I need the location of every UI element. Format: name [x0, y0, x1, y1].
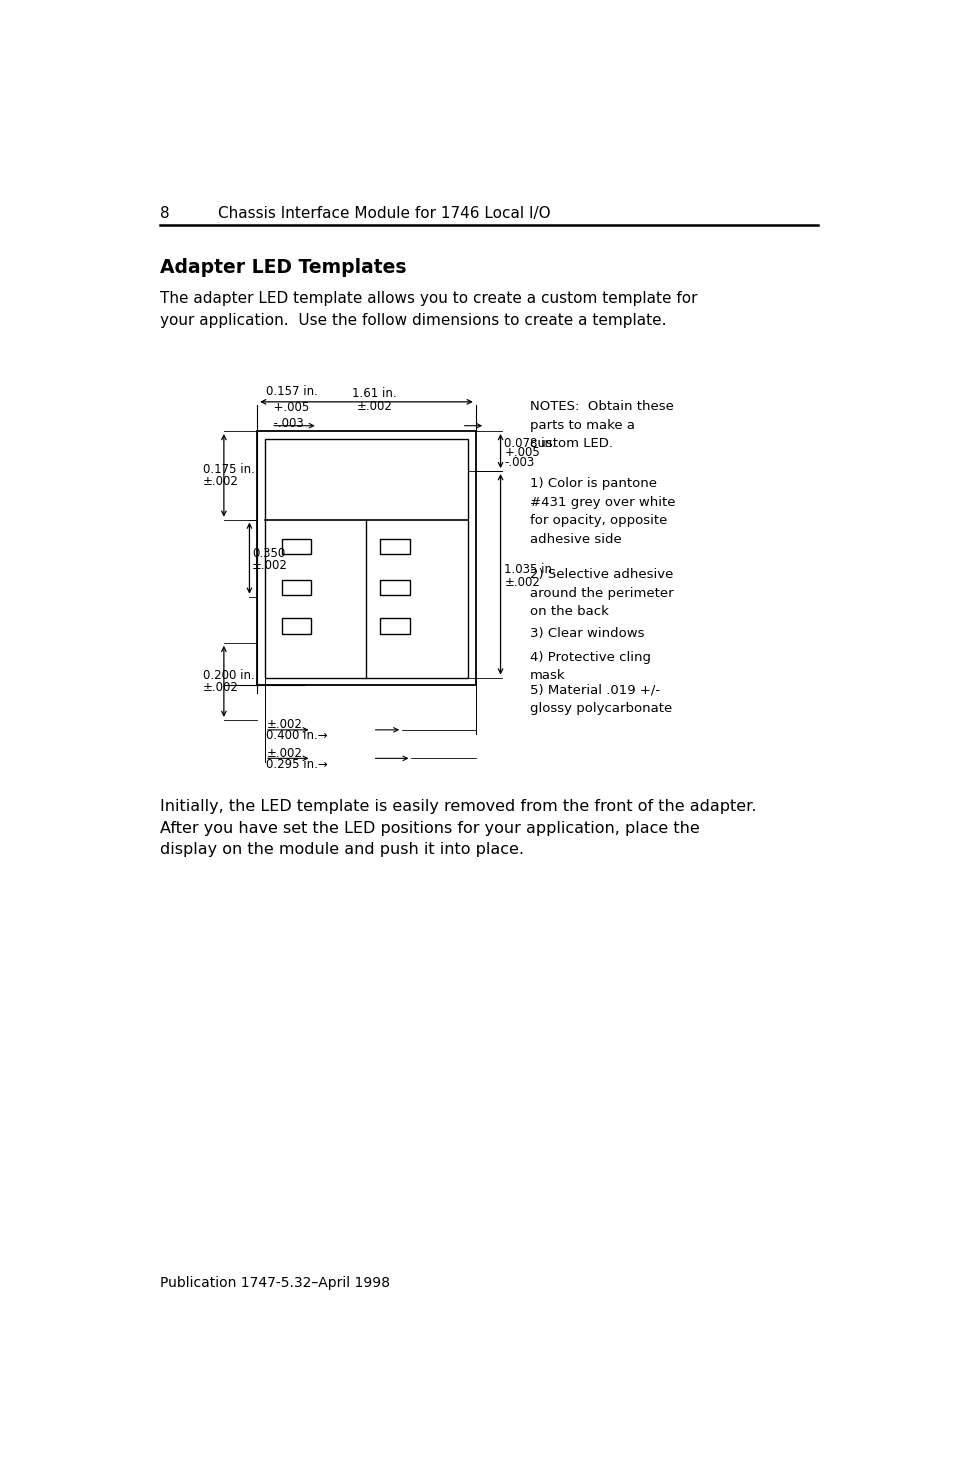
- Bar: [265, 438, 468, 677]
- Bar: [380, 618, 410, 634]
- Text: ±.002: ±.002: [504, 575, 539, 589]
- Text: +.005: +.005: [504, 447, 539, 460]
- Bar: [380, 580, 410, 594]
- Text: 0.175 in.: 0.175 in.: [203, 463, 254, 476]
- Bar: [257, 431, 476, 686]
- Text: 1) Color is pantone
#431 grey over white
for opacity, opposite
adhesive side: 1) Color is pantone #431 grey over white…: [530, 478, 675, 546]
- Text: 3) Clear windows: 3) Clear windows: [530, 627, 644, 640]
- Text: Initially, the LED template is easily removed from the front of the adapter.
Aft: Initially, the LED template is easily re…: [159, 799, 756, 857]
- Text: 5) Material .019 +/-
glossy polycarbonate: 5) Material .019 +/- glossy polycarbonat…: [530, 683, 672, 715]
- Text: ±.002: ±.002: [266, 746, 302, 760]
- Text: Adapter LED Templates: Adapter LED Templates: [159, 258, 406, 277]
- Text: The adapter LED template allows you to create a custom template for
your applica: The adapter LED template allows you to c…: [159, 291, 697, 327]
- Text: 0.350: 0.350: [252, 547, 285, 560]
- Bar: [282, 538, 311, 555]
- Text: 0.200 in.: 0.200 in.: [203, 668, 254, 681]
- Text: ±.002: ±.002: [355, 400, 392, 413]
- Text: 1.035 in.: 1.035 in.: [504, 563, 556, 577]
- Text: 2) Selective adhesive
around the perimeter
on the back: 2) Selective adhesive around the perimet…: [530, 568, 673, 618]
- Text: 0.157 in.
  +.005
  -.003: 0.157 in. +.005 -.003: [266, 385, 318, 429]
- Text: Publication 1747-5.32–April 1998: Publication 1747-5.32–April 1998: [159, 1276, 389, 1289]
- Bar: [380, 538, 410, 555]
- Bar: [282, 618, 311, 634]
- Text: 8: 8: [159, 207, 169, 221]
- Bar: [282, 580, 311, 594]
- Text: ±.002: ±.002: [252, 559, 288, 572]
- Text: -.003: -.003: [504, 456, 534, 469]
- Text: ±.002: ±.002: [203, 681, 238, 695]
- Text: ±.002: ±.002: [203, 475, 238, 488]
- Text: NOTES:  Obtain these
parts to make a
custom LED.: NOTES: Obtain these parts to make a cust…: [530, 400, 673, 450]
- Text: 0.078 in.: 0.078 in.: [504, 437, 556, 450]
- Text: Chassis Interface Module for 1746 Local I/O: Chassis Interface Module for 1746 Local …: [218, 207, 551, 221]
- Text: 0.400 in.→: 0.400 in.→: [266, 729, 328, 742]
- Text: ±.002: ±.002: [266, 718, 302, 732]
- Text: 1.61 in.: 1.61 in.: [352, 386, 396, 400]
- Text: 0.295 in.→: 0.295 in.→: [266, 758, 328, 770]
- Text: 4) Protective cling
mask: 4) Protective cling mask: [530, 650, 650, 681]
